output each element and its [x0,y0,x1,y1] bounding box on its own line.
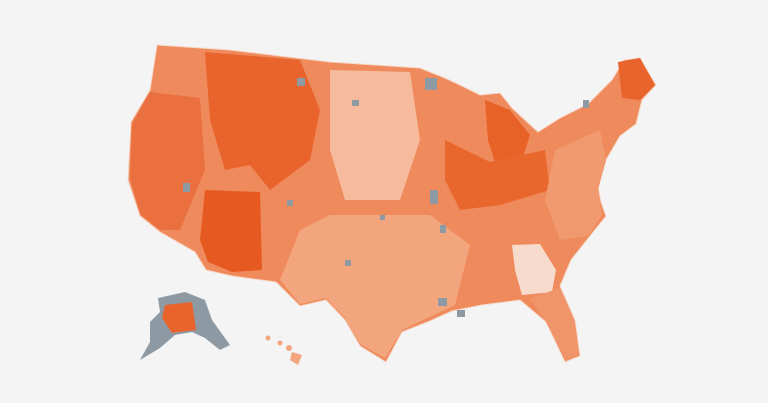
no-data-spot [352,100,359,106]
mid-region-east [545,130,606,240]
no-data-spots [183,78,589,317]
light-region-plains [330,70,420,200]
no-data-spot [380,215,385,220]
dark-region-mountain [205,52,320,190]
alaska-region [162,302,196,333]
dark-region-maine [618,58,655,100]
hawaii-island [286,345,292,351]
no-data-spot [430,190,438,204]
dark-region-southwest [200,190,262,272]
no-data-spot [457,310,465,317]
hawaii-island [277,340,283,346]
no-data-spot [183,183,190,192]
hawaii-island [265,335,271,341]
no-data-spot [583,100,589,108]
dark-region-west-coast [130,92,205,230]
hawaii-island [290,352,302,365]
light-region-south [280,215,470,358]
no-data-spot [440,225,446,233]
dark-region-midwest [445,140,550,210]
light-region-georgia [512,244,556,295]
no-data-spot [345,260,351,266]
no-data-spot [287,200,293,206]
hawaii [265,335,302,365]
no-data-spot [297,78,305,86]
no-data-spot [438,298,447,306]
no-data-spot [425,78,437,90]
dark-region-michigan [485,100,530,162]
light-region-florida [530,288,579,360]
